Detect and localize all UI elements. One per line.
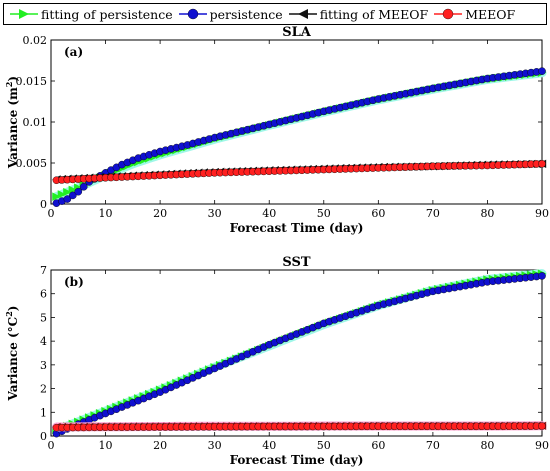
legend-label: fitting of MEEOF [319,6,429,22]
y-tick-label: 1 [40,406,47,419]
legend-swatch [178,8,207,20]
chart-panel-a: SLA (a) 0 10 20 30 40 50 60 70 80 90 0 0.005 0.01 0.015… [4,25,549,235]
x-tick-label: 90 [535,439,549,452]
legend-label: fitting of persistence [41,6,173,22]
data-point [74,187,83,196]
y-tick-label: 0.02 [23,34,48,47]
legend-marker [297,9,308,19]
x-tick-label: 80 [480,439,494,452]
legend-marker [187,8,198,20]
data-point [63,187,72,197]
legend-item: persistence [178,6,283,22]
y-tick-label: 3 [40,359,47,372]
chart-title: SLA [282,25,312,40]
y-tick-label: 0.005 [16,157,48,170]
y-tick-label: 5 [40,311,47,324]
data-point [57,190,67,199]
x-axis-label: Forecast Time (day) [230,221,364,235]
x-tick-label: 60 [371,439,385,452]
data-point [63,195,72,203]
legend-label: MEEOF [465,6,516,22]
y-tick-label: 0.01 [23,116,48,129]
data-point [538,422,546,430]
legend-swatch [10,9,38,19]
y-axis-label-end: ) [6,76,20,82]
chart-title: SST [282,255,310,270]
legend-item: MEEOF [434,7,515,22]
y-axis-label-end: ) [6,306,20,312]
legend-swatch [434,8,463,20]
plot-area [50,269,543,437]
series-3 [52,422,546,432]
x-tick-label: 0 [48,207,55,220]
x-tick-label: 40 [262,207,276,220]
chart-panel-b: SST (b) 0 10 20 30 40 50 60 70 80 90 0 1 2 3 4 5 6 7 Forecas… [4,255,549,467]
legend-item: fitting of persistence [10,7,173,22]
y-axis-label-main: Variance (m [6,87,20,169]
data-point [538,67,546,75]
y-axis-label-main: Variance (°C [6,317,20,402]
data-point [69,191,77,200]
x-tick-label: 10 [99,207,113,220]
x-tick-label: 0 [48,439,55,452]
x-tick-label: 70 [426,207,440,220]
x-axis-label: Forecast Time (day) [230,453,364,467]
legend-item: fitting of MEEOF [288,6,429,22]
x-tick-label: 20 [153,207,167,220]
legend-marker [443,8,454,20]
y-axis-label-sup: 2 [4,311,14,317]
panel-label: (a) [64,45,83,59]
data-point [52,192,61,201]
y-tick-label: 7 [40,264,47,277]
x-tick-label: 50 [317,439,331,452]
x-tick-label: 90 [535,207,549,220]
y-axis-label: Variance (°C2) [4,306,20,402]
legend-label: persistence [209,6,283,22]
y-tick-label: 2 [40,383,47,396]
x-tick-label: 20 [153,439,167,452]
series-3 [52,160,546,185]
y-tick-label: 0 [40,430,47,443]
legend: fitting of persistence persistence fitting… [3,3,547,25]
data-point [79,182,88,191]
y-tick-label: 6 [40,288,47,301]
y-axis-label-sup: 2 [4,82,14,88]
y-axis-label: Variance (m2) [4,76,20,169]
y-tick-label: 4 [40,335,47,348]
data-point [68,185,78,195]
x-tick-label: 60 [371,207,385,220]
x-tick-label: 70 [426,439,440,452]
data-point [538,160,546,168]
panel-label: (b) [64,275,84,289]
x-tick-label: 50 [317,207,331,220]
x-tick-label: 30 [208,207,222,220]
data-point [538,272,546,280]
x-tick-label: 30 [208,439,222,452]
y-tick-label: 0 [40,198,47,211]
x-tick-label: 40 [262,439,276,452]
x-tick-label: 10 [99,439,113,452]
legend-swatch [288,9,317,19]
y-tick-label: 0.015 [16,75,48,88]
legend-marker [19,9,29,19]
x-tick-label: 80 [480,207,494,220]
